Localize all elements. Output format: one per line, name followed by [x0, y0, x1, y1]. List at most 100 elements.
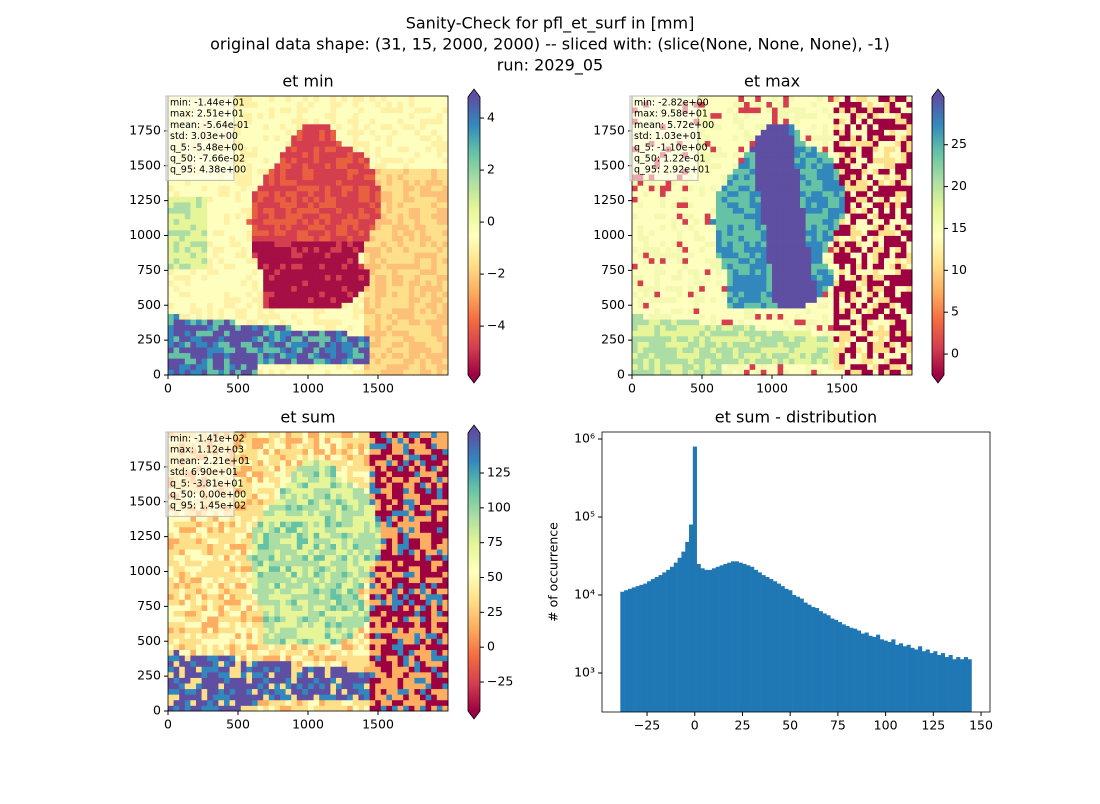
image-cell [381, 196, 387, 202]
image-cell [224, 196, 230, 202]
image-cell [867, 169, 873, 175]
image-cell [291, 275, 297, 281]
image-cell [252, 96, 258, 102]
image-cell [862, 314, 868, 320]
image-cell [258, 113, 264, 119]
image-cell [330, 353, 336, 359]
image-cell [330, 219, 336, 225]
image-cell [845, 118, 851, 124]
image-cell [263, 191, 269, 197]
image-cell [845, 191, 851, 197]
image-cell [252, 336, 258, 342]
image-cell [694, 319, 700, 325]
image-cell [839, 336, 845, 342]
image-cell [727, 353, 733, 359]
image-cell [325, 347, 331, 353]
image-cell [688, 185, 694, 191]
image-cell [347, 302, 353, 308]
image-cell [370, 302, 376, 308]
image-cell [342, 252, 348, 258]
image-cell [280, 369, 286, 375]
image-cell [291, 113, 297, 119]
image-cell [654, 247, 660, 253]
image-cell [867, 107, 873, 113]
image-cell [414, 358, 420, 364]
image-cell [235, 314, 241, 320]
image-cell [437, 269, 443, 275]
image-cell [358, 157, 364, 163]
image-cell [342, 330, 348, 336]
image-cell [638, 196, 644, 202]
image-cell [414, 336, 420, 342]
image-cell [710, 180, 716, 186]
image-cell [722, 364, 728, 370]
image-cell [699, 202, 705, 208]
image-cell [878, 196, 884, 202]
image-cell [811, 247, 817, 253]
image-cell [727, 269, 733, 275]
image-cell [733, 275, 739, 281]
image-cell [856, 297, 862, 303]
image-cell [794, 224, 800, 230]
image-cell [643, 219, 649, 225]
image-cell [873, 196, 879, 202]
image-cell [890, 263, 896, 269]
image-cell [325, 129, 331, 135]
image-cell [420, 342, 426, 348]
image-cell [850, 113, 856, 119]
image-cell [168, 275, 174, 281]
image-cell [274, 252, 280, 258]
image-cell [246, 174, 252, 180]
image-cell [414, 308, 420, 314]
image-cell [845, 347, 851, 353]
image-cell [901, 342, 907, 348]
image-cell [822, 286, 828, 292]
image-cell [895, 291, 901, 297]
image-cell [839, 135, 845, 141]
image-cell [353, 336, 359, 342]
image-cell [342, 163, 348, 169]
image-cell [381, 135, 387, 141]
image-cell [856, 191, 862, 197]
image-cell [817, 269, 823, 275]
image-cell [845, 219, 851, 225]
image-cell [632, 325, 638, 331]
image-cell [817, 241, 823, 247]
image-cell [783, 297, 789, 303]
image-cell [705, 258, 711, 264]
image-cell [694, 241, 700, 247]
image-cell [895, 308, 901, 314]
image-cell [789, 302, 795, 308]
image-cell [699, 241, 705, 247]
image-cell [325, 319, 331, 325]
image-cell [420, 247, 426, 253]
image-cell [716, 286, 722, 292]
image-cell [867, 129, 873, 135]
image-cell [437, 202, 443, 208]
image-cell [722, 219, 728, 225]
image-cell [834, 308, 840, 314]
image-cell [174, 364, 180, 370]
image-cell [274, 230, 280, 236]
image-cell [716, 141, 722, 147]
image-cell [252, 169, 258, 175]
image-cell [755, 118, 761, 124]
image-cell [230, 325, 236, 331]
image-cell [716, 113, 722, 119]
image-cell [755, 342, 761, 348]
image-cell [392, 269, 398, 275]
image-cell [811, 102, 817, 108]
image-cell [314, 258, 320, 264]
image-cell [263, 353, 269, 359]
image-cell [738, 224, 744, 230]
image-cell [738, 185, 744, 191]
image-cell [828, 252, 834, 258]
image-cell [302, 202, 308, 208]
image-cell [185, 342, 191, 348]
image-cell [800, 157, 806, 163]
image-cell [828, 302, 834, 308]
image-cell [202, 302, 208, 308]
image-cell [811, 252, 817, 258]
image-cell [246, 308, 252, 314]
image-cell [342, 118, 348, 124]
